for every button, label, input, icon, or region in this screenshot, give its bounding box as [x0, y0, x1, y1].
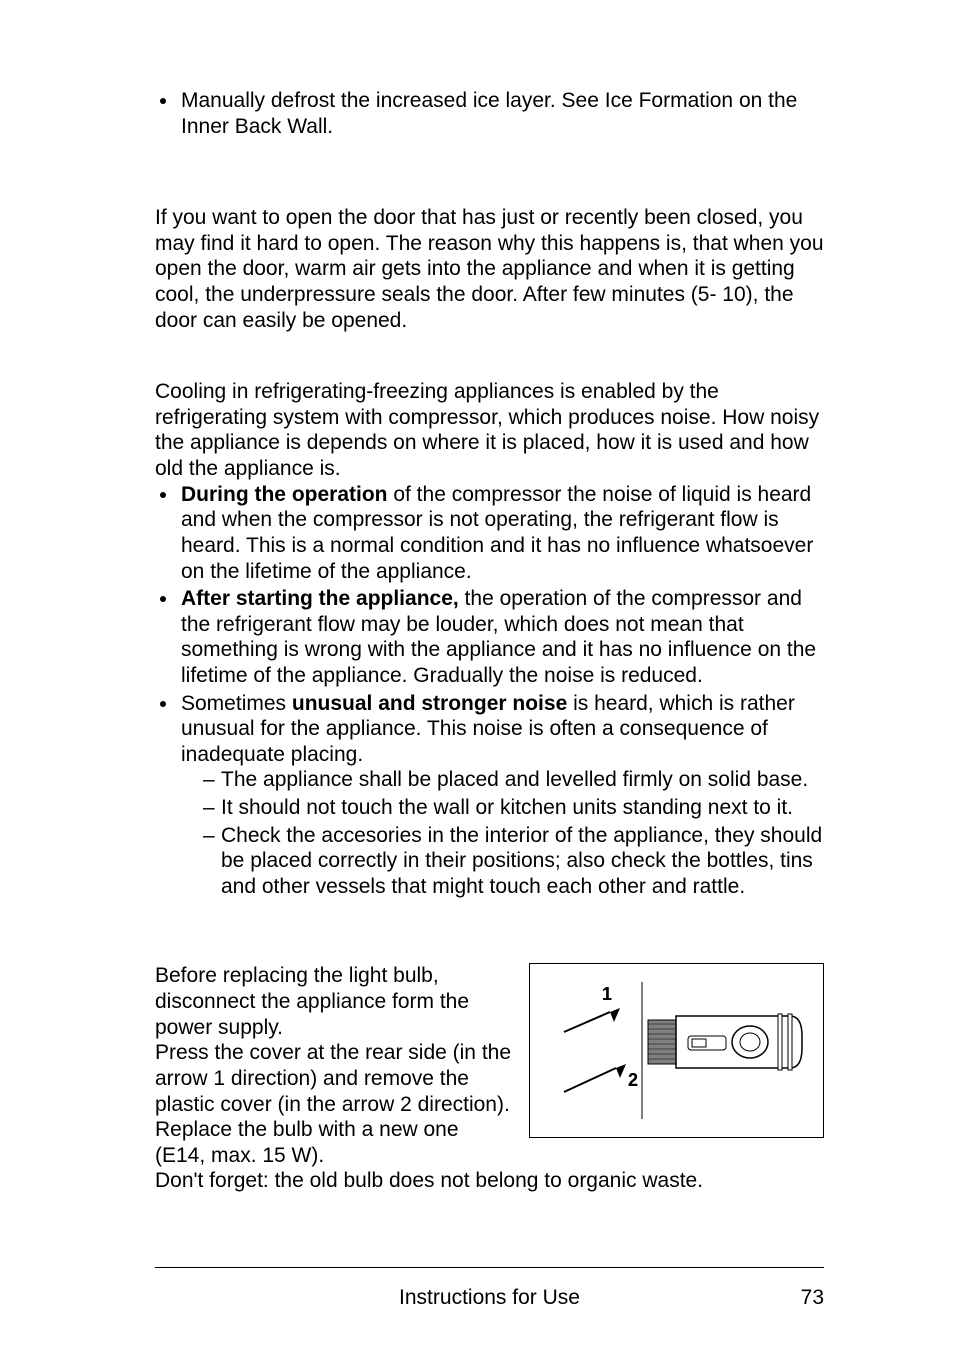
bulb-figure: 1 1 2 2: [529, 963, 824, 1138]
dash-item-3: Check the accesories in the interior of …: [203, 823, 824, 900]
arrow-1-icon: 1 1: [564, 984, 620, 1032]
noise-bullet-2: After starting the appliance, the operat…: [179, 586, 824, 688]
footer-page-number: 73: [801, 1286, 824, 1310]
bulb-svg: 1 1 2 2: [530, 964, 823, 1137]
svg-text:1: 1: [602, 984, 612, 1004]
intro-bullet-list: Manually defrost the increased ice layer…: [155, 88, 824, 139]
bulb-text-column: Before replacing the light bulb, disconn…: [155, 963, 511, 1168]
bulb-para-1: Before replacing the light bulb, disconn…: [155, 963, 511, 1040]
noise-b3-pre: Sometimes: [181, 692, 292, 715]
footer-divider: [155, 1267, 824, 1268]
dash-item-1: The appliance shall be placed and levell…: [203, 767, 824, 793]
noise-b2-bold: After starting the appliance,: [181, 587, 459, 610]
cooling-intro: Cooling in refrigerating-freezing applia…: [155, 379, 824, 481]
bulb-housing-icon: [648, 1014, 802, 1070]
noise-b3-bold: unusual and stronger noise: [292, 692, 567, 715]
page-footer: Instructions for Use 73: [155, 1286, 824, 1310]
bulb-section: Before replacing the light bulb, disconn…: [155, 963, 824, 1168]
door-paragraph: If you want to open the door that has ju…: [155, 205, 824, 333]
footer-title: Instructions for Use: [155, 1286, 824, 1310]
arrow-2-icon: 2 2: [564, 1064, 638, 1092]
svg-text:2: 2: [628, 1070, 638, 1090]
page-content: Manually defrost the increased ice layer…: [0, 0, 954, 1194]
intro-bullet: Manually defrost the increased ice layer…: [179, 88, 824, 139]
dash-list: The appliance shall be placed and levell…: [181, 767, 824, 899]
noise-bullet-1: During the operation of the compressor t…: [179, 482, 824, 584]
bulb-para-3: Don't forget: the old bulb does not belo…: [155, 1168, 824, 1194]
noise-bullet-3: Sometimes unusual and stronger noise is …: [179, 691, 824, 900]
dash-item-2: It should not touch the wall or kitchen …: [203, 795, 824, 821]
noise-b1-bold: During the operation: [181, 483, 388, 506]
bulb-para-2: Press the cover at the rear side (in the…: [155, 1040, 511, 1168]
noise-bullet-list: During the operation of the compressor t…: [155, 482, 824, 900]
